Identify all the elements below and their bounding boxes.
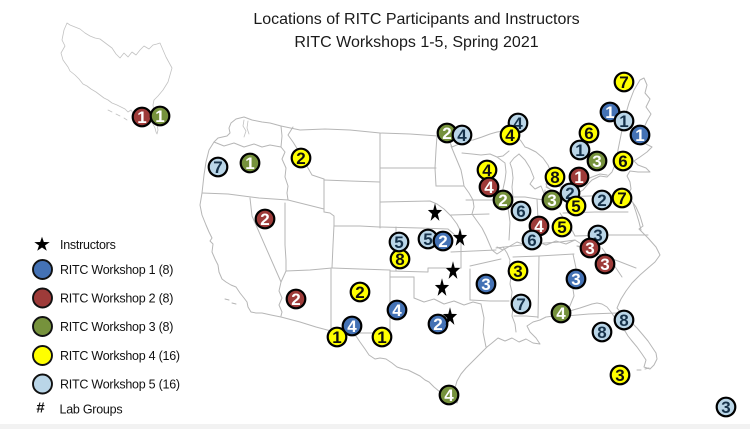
svg-text:1: 1 [377, 328, 386, 347]
svg-text:5: 5 [571, 197, 580, 216]
svg-text:8: 8 [550, 168, 559, 187]
svg-text:1: 1 [245, 154, 254, 173]
svg-text:2: 2 [442, 124, 451, 143]
svg-text:1: 1 [332, 328, 341, 347]
svg-text:4: 4 [534, 217, 544, 236]
svg-text:3: 3 [481, 275, 490, 294]
svg-text:3: 3 [593, 226, 602, 245]
svg-text:4: 4 [505, 126, 515, 145]
svg-text:4: 4 [513, 114, 523, 133]
svg-text:7: 7 [516, 295, 525, 314]
svg-text:3: 3 [547, 191, 556, 210]
svg-text:3: 3 [513, 262, 522, 281]
svg-text:6: 6 [516, 202, 525, 221]
svg-text:8: 8 [395, 250, 404, 269]
svg-text:RITC Workshop 1 (8): RITC Workshop 1 (8) [60, 263, 173, 277]
svg-text:Lab Groups: Lab Groups [60, 402, 123, 416]
svg-text:3: 3 [592, 152, 601, 171]
svg-text:2: 2 [597, 191, 606, 210]
svg-text:RITC Workshop 3 (8): RITC Workshop 3 (8) [60, 320, 173, 334]
svg-text:5: 5 [557, 218, 566, 237]
svg-text:RITC Workshop 5 (16): RITC Workshop 5 (16) [60, 378, 180, 392]
svg-text:2: 2 [291, 290, 300, 309]
svg-text:7: 7 [619, 73, 628, 92]
svg-text:4: 4 [347, 317, 357, 336]
svg-text:6: 6 [618, 152, 627, 171]
svg-text:3: 3 [721, 398, 730, 417]
svg-text:4: 4 [392, 301, 402, 320]
svg-text:1: 1 [137, 108, 146, 127]
svg-text:2: 2 [296, 149, 305, 168]
svg-text:2: 2 [438, 232, 447, 251]
svg-text:RITC Workshop 4 (16): RITC Workshop 4 (16) [60, 349, 180, 363]
svg-text:1: 1 [635, 126, 644, 145]
svg-text:3: 3 [585, 239, 594, 258]
svg-text:2: 2 [498, 191, 507, 210]
svg-text:1: 1 [155, 107, 164, 126]
svg-text:4: 4 [484, 178, 494, 197]
svg-text:#: # [36, 400, 45, 417]
svg-text:1: 1 [575, 141, 584, 160]
svg-text:6: 6 [527, 231, 536, 250]
svg-text:1: 1 [619, 112, 628, 131]
svg-text:3: 3 [571, 270, 580, 289]
svg-text:1: 1 [605, 103, 614, 122]
svg-text:4: 4 [482, 161, 492, 180]
svg-text:7: 7 [213, 158, 222, 177]
svg-text:2: 2 [355, 283, 364, 302]
svg-text:Instructors: Instructors [60, 238, 116, 252]
svg-text:5: 5 [423, 230, 432, 249]
svg-text:RITC Workshop 2 (8): RITC Workshop 2 (8) [60, 292, 173, 306]
svg-text:5: 5 [394, 233, 403, 252]
svg-text:2: 2 [565, 184, 574, 203]
svg-text:3: 3 [600, 255, 609, 274]
svg-text:8: 8 [597, 323, 606, 342]
svg-text:1: 1 [574, 168, 583, 187]
svg-text:3: 3 [615, 366, 624, 385]
svg-text:8: 8 [619, 311, 628, 330]
svg-text:4: 4 [444, 386, 454, 405]
svg-text:4: 4 [457, 126, 467, 145]
svg-text:2: 2 [260, 210, 269, 229]
svg-text:4: 4 [556, 304, 566, 323]
svg-text:6: 6 [584, 124, 593, 143]
svg-text:7: 7 [617, 189, 626, 208]
svg-text:2: 2 [433, 315, 442, 334]
